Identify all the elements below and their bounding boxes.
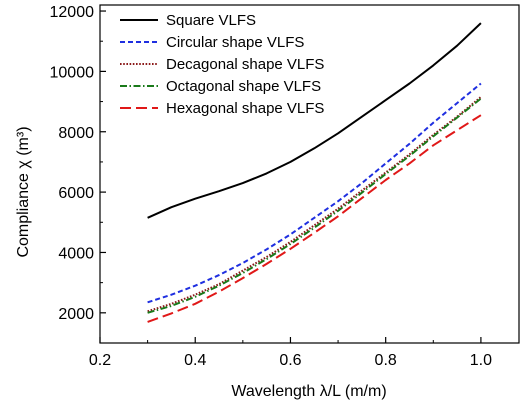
x-tick-label: 0.2	[89, 352, 111, 369]
y-tick-label: 2000	[58, 306, 94, 323]
plot-frame	[99, 4, 520, 344]
legend-label: Octagonal shape VLFS	[166, 78, 321, 95]
x-axis-label: Wavelength λ/L (m/m)	[231, 383, 386, 400]
y-tick-label: 10000	[50, 64, 95, 81]
x-tick-label: 0.8	[375, 352, 397, 369]
x-tick-label: 0.6	[279, 352, 301, 369]
ticks-layer: 0.2 0.4 0.6 0.8 1.0 2000 4000 6000 8000 10000 1200…	[50, 4, 493, 369]
y-tick-label: 4000	[58, 245, 94, 262]
y-tick-label: 8000	[58, 125, 94, 142]
series-line	[147, 82, 482, 304]
legend-label: Hexagonal shape VLFS	[166, 100, 324, 117]
y-axis-label: Compliance χ (m³)	[15, 126, 32, 257]
series-line	[147, 97, 482, 314]
y-tick-label: 6000	[58, 185, 94, 202]
legend-label: Decagonal shape VLFS	[166, 56, 324, 73]
series-layer	[147, 22, 482, 323]
plot-border	[99, 4, 520, 344]
legend-label: Circular shape VLFS	[166, 34, 304, 51]
y-tick-label: 12000	[50, 4, 95, 21]
series-line	[147, 22, 482, 219]
x-tick-label: 0.4	[184, 352, 206, 369]
x-tick-label: 1.0	[470, 352, 492, 369]
legend: Square VLFS Circular shape VLFS Decagonal …	[120, 12, 324, 117]
legend-label: Square VLFS	[166, 12, 256, 29]
series-line	[147, 114, 482, 323]
series-line	[147, 96, 482, 313]
